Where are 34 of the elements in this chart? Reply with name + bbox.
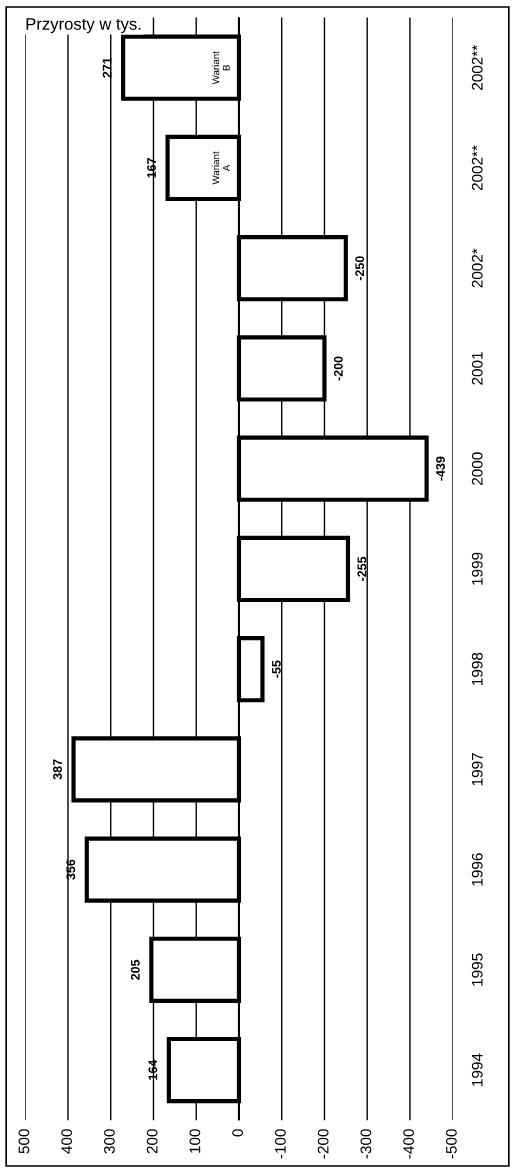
x-axis-title: Przyrosty w tys. <box>26 18 141 34</box>
data-label: 205 <box>130 959 140 980</box>
x-tick-label: -100 <box>274 1129 286 1159</box>
y-tick-label: 1994 <box>471 1053 483 1086</box>
data-label: 356 <box>66 859 76 880</box>
data-label: -255 <box>357 556 367 581</box>
x-tick-label: 300 <box>104 1129 115 1154</box>
data-label: -55 <box>272 660 281 678</box>
y-tick-label: 1999 <box>471 552 483 585</box>
x-tick-label: -400 <box>403 1129 415 1159</box>
y-tick-label: 1998 <box>471 652 483 685</box>
y-tick-label: 1996 <box>471 853 483 886</box>
annotation: Wariant B <box>212 51 230 85</box>
x-tick-label: 0 <box>232 1129 244 1137</box>
x-tick-label: 100 <box>189 1129 201 1153</box>
x-tick-label: -200 <box>317 1129 329 1159</box>
annotation: Wariant A <box>212 151 230 185</box>
y-tick-label: 1995 <box>471 953 483 986</box>
y-tick-label: 1997 <box>471 753 483 786</box>
data-label: 387 <box>53 759 62 780</box>
y-tick-label: 2000 <box>471 452 483 485</box>
y-tick-label: 2002** <box>471 145 483 191</box>
x-tick-label: 400 <box>61 1129 73 1154</box>
y-tick-label: 2002* <box>471 248 483 288</box>
data-label: 271 <box>102 57 112 78</box>
data-label: -200 <box>333 356 343 381</box>
x-tick-label: -500 <box>445 1129 457 1159</box>
x-tick-label: 200 <box>146 1129 158 1154</box>
x-tick-label: 500 <box>18 1129 30 1154</box>
x-tick-label: -300 <box>360 1129 372 1159</box>
data-label: -439 <box>436 456 445 481</box>
y-tick-label: 2001 <box>471 352 483 385</box>
data-label: -250 <box>355 256 365 281</box>
y-tick-label: 2002** <box>471 45 483 90</box>
